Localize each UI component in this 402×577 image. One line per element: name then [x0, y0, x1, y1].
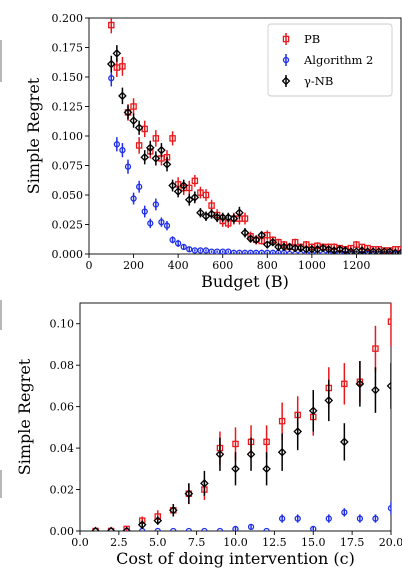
x-tick-label: 2.5 [110, 536, 128, 549]
x-tick-label: 800 [257, 259, 278, 272]
x-tick-label: 10.0 [223, 536, 248, 549]
left-edge-mark [0, 40, 2, 82]
y-tick-label: 0.050 [52, 189, 84, 202]
y-axis-label: Simple Regret [24, 77, 43, 194]
legend-label: Algorithm 2 [303, 53, 373, 67]
series-nb [92, 361, 394, 534]
y-tick-label: 0.100 [52, 130, 84, 143]
x-tick-label: 15.0 [301, 536, 326, 549]
y-axis-label: Simple Regret [15, 358, 34, 475]
x-tick-label: 7.5 [188, 536, 206, 549]
y-tick-label: 0.025 [52, 219, 84, 232]
y-tick-label: 0.06 [50, 401, 75, 414]
y-tick-label: 0.04 [50, 442, 75, 455]
series-algorithm-2 [93, 502, 393, 534]
y-tick-label: 0.10 [50, 318, 75, 331]
x-tick-label: 1000 [298, 259, 326, 272]
plot-frame [80, 303, 391, 531]
series-pb [93, 297, 394, 534]
y-tick-label: 0.150 [52, 71, 84, 84]
x-tick-label: 1200 [342, 259, 370, 272]
legend: PB Algorithm 2 γ-NB [268, 24, 392, 96]
y-tick-label: 0.175 [52, 42, 84, 55]
y-tick-label: 0.200 [52, 12, 84, 25]
x-tick-label: 17.5 [340, 536, 365, 549]
left-edge-mark [0, 470, 2, 498]
x-tick-label: 20.0 [379, 536, 402, 549]
x-tick-label: 200 [123, 259, 144, 272]
budget-regret-chart: 0 200 400 600 800 1000 1200 0.000 0.025 0.050 0.07… [24, 12, 402, 291]
y-tick-label: 0.02 [50, 484, 75, 497]
x-tick-label: 12.5 [262, 536, 287, 549]
series-algorithm-2 [109, 70, 402, 257]
y-tick-label: 0.075 [52, 160, 84, 173]
x-tick-label: 5.0 [149, 536, 167, 549]
x-tick-label: 400 [168, 259, 189, 272]
x-axis-label: Cost of doing intervention (c) [116, 549, 355, 568]
x-tick-label: 0 [86, 259, 93, 272]
left-edge-mark [0, 300, 2, 330]
plot-area [92, 297, 394, 535]
legend-label: PB [304, 32, 320, 46]
y-tick-label: 0.000 [52, 248, 84, 261]
x-tick-label: 600 [212, 259, 233, 272]
y-tick-label: 0.00 [50, 525, 75, 538]
x-axis-label: Budget (B) [201, 272, 289, 291]
y-tick-label: 0.08 [50, 359, 75, 372]
y-tick-label: 0.125 [52, 101, 84, 114]
legend-label: γ-NB [304, 74, 333, 88]
